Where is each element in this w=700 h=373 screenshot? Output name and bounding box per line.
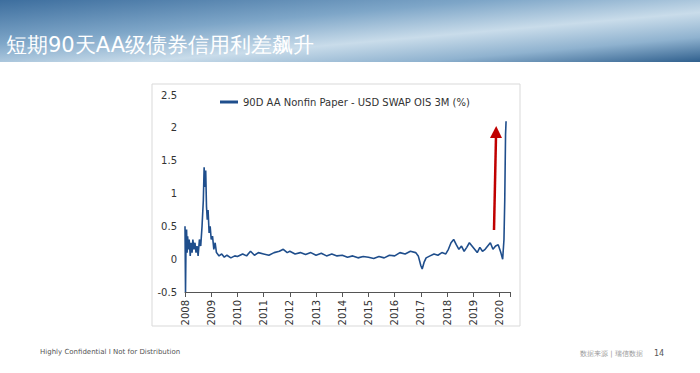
svg-text:-0.5: -0.5: [157, 287, 177, 298]
svg-text:0: 0: [171, 254, 177, 265]
svg-text:2013: 2013: [311, 300, 322, 325]
svg-text:2017: 2017: [415, 300, 426, 325]
svg-text:14: 14: [654, 349, 664, 358]
svg-text:1.5: 1.5: [161, 155, 177, 166]
svg-text:2010: 2010: [232, 300, 243, 325]
svg-text:2011: 2011: [258, 300, 269, 325]
svg-text:短期90天AA级债券信用利差飙升: 短期90天AA级债券信用利差飙升: [6, 33, 314, 57]
svg-text:90D AA Nonfin Paper - USD SWAP: 90D AA Nonfin Paper - USD SWAP OIS 3M (%…: [243, 97, 470, 108]
svg-text:2: 2: [171, 122, 177, 133]
svg-text:0.5: 0.5: [161, 221, 177, 232]
svg-text:2.5: 2.5: [161, 90, 177, 101]
svg-text:1: 1: [171, 188, 177, 199]
svg-text:2008: 2008: [180, 300, 191, 325]
svg-text:2018: 2018: [442, 300, 453, 325]
svg-text:2020: 2020: [494, 300, 505, 325]
svg-text:2012: 2012: [284, 300, 295, 325]
svg-text:2016: 2016: [389, 300, 400, 325]
svg-text:2009: 2009: [206, 300, 217, 325]
svg-text:2014: 2014: [337, 300, 348, 325]
svg-text:Highly Confidential I Not for: Highly Confidential I Not for Distributi…: [40, 348, 180, 356]
svg-text:2019: 2019: [468, 300, 479, 325]
svg-text:2015: 2015: [363, 300, 374, 325]
svg-text:数据来源 | 瑞信数据: 数据来源 | 瑞信数据: [580, 350, 643, 358]
